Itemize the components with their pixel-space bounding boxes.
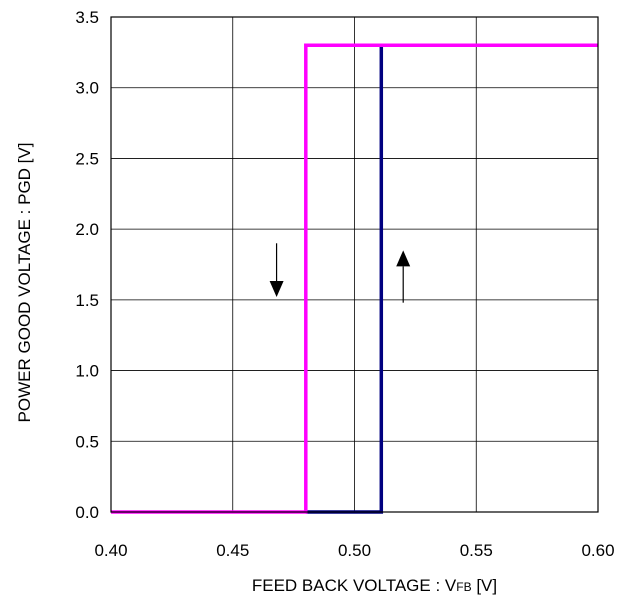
y-tick-label: 0.0 — [75, 503, 99, 522]
y-tick-label: 2.5 — [75, 149, 99, 168]
y-axis-label: POWER GOOD VOLTAGE : PGD [V] — [15, 143, 34, 423]
x-axis-label: FEED BACK VOLTAGE : VFB [V] — [252, 576, 497, 595]
x-axis-label-main: FEED BACK VOLTAGE : V — [252, 576, 457, 595]
x-tick-label: 0.50 — [338, 541, 371, 560]
y-tick-label: 1.5 — [75, 291, 99, 310]
y-tick-label: 3.0 — [75, 79, 99, 98]
series-line-increasing — [305, 45, 384, 514]
y-tick-label: 2.0 — [75, 220, 99, 239]
x-tick-labels: 0.40 0.45 0.50 0.55 0.60 — [94, 541, 614, 560]
x-tick-label: 0.60 — [581, 541, 614, 560]
x-axis-label-subscript: FB — [456, 580, 471, 594]
arrow-up-icon — [396, 250, 411, 303]
x-tick-label: 0.45 — [216, 541, 249, 560]
x-tick-label: 0.55 — [460, 541, 493, 560]
y-tick-label: 1.0 — [75, 362, 99, 381]
x-tick-label: 0.40 — [94, 541, 127, 560]
arrow-down-icon — [269, 243, 284, 298]
y-tick-label: 3.5 — [75, 8, 99, 27]
y-tick-labels: 0.0 0.5 1.0 1.5 2.0 2.5 3.0 3.5 — [75, 8, 99, 522]
plot-frame — [110, 16, 599, 513]
grid — [110, 16, 599, 513]
annotation-layer — [269, 243, 411, 303]
y-tick-label: 0.5 — [75, 432, 99, 451]
x-axis-label-unit: [V] — [472, 576, 498, 595]
